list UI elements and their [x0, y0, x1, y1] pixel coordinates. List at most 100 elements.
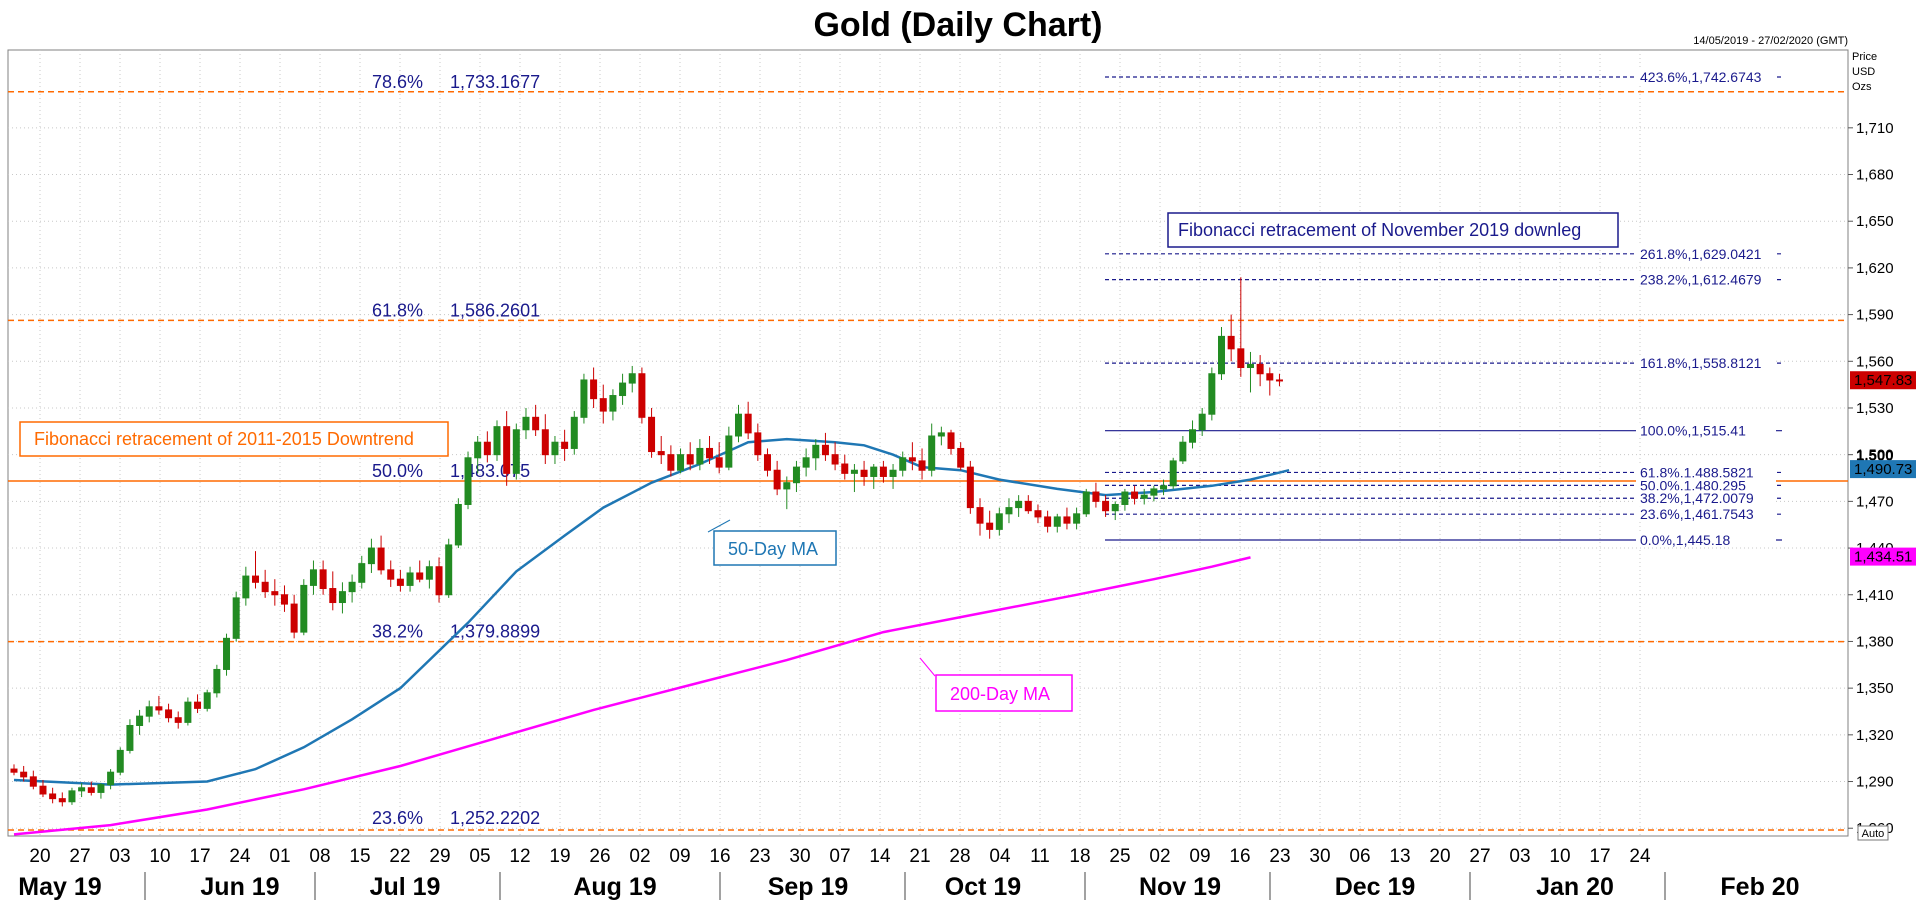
- auto-label: Auto: [1862, 828, 1885, 840]
- candle-body: [706, 447, 714, 459]
- ma200-pointer: [919, 657, 936, 677]
- candle-body: [1150, 488, 1158, 496]
- auto-button[interactable]: [1857, 825, 1889, 841]
- candle-body: [503, 426, 511, 474]
- x-day-label: 08: [309, 846, 330, 867]
- short-fib-label: 161.8%,1,558.8121: [1640, 355, 1762, 371]
- ma200-label-box: [935, 674, 1073, 712]
- candle-body: [165, 709, 173, 719]
- ma50-badge: 1,490.73: [1854, 461, 1912, 478]
- candle-body: [1063, 516, 1071, 524]
- x-day-label: 25: [1109, 846, 1130, 867]
- x-day-label: 05: [469, 846, 490, 867]
- candle-body: [290, 603, 298, 633]
- candle-body: [889, 469, 897, 477]
- candle-body: [638, 373, 646, 418]
- y-tick-label: 1,680: [1856, 167, 1894, 184]
- y-tick-label: 1,410: [1856, 587, 1894, 604]
- candle-body: [976, 507, 984, 524]
- candle-body: [773, 469, 781, 490]
- long-fib-pct: 23.6%: [372, 808, 423, 828]
- candle-body: [174, 717, 182, 723]
- x-month-label: Dec 19: [1335, 873, 1416, 901]
- y-tick-label: 1,320: [1856, 727, 1894, 744]
- x-day-label: 18: [1069, 846, 1090, 867]
- candle-body: [1140, 494, 1148, 499]
- candle-body: [1082, 491, 1090, 515]
- annotations: Fibonacci retracement of 2011-2015 Downt…: [19, 212, 1619, 712]
- candle-body: [348, 581, 356, 593]
- candle-body: [821, 444, 829, 456]
- candle-body: [213, 668, 221, 694]
- x-day-label: 09: [1189, 846, 1210, 867]
- long-fib-value: 1,586.2601: [450, 300, 540, 320]
- x-day-label: 10: [149, 846, 170, 867]
- short-fib-label: 61.8%,1,488.5821: [1640, 464, 1754, 480]
- x-day-label: 17: [1589, 846, 1610, 867]
- ma50-badge-box: [1850, 460, 1916, 479]
- candle-body: [551, 441, 559, 456]
- short-fib-label: 100.0%,1,515.41: [1640, 423, 1746, 439]
- candle-body: [561, 441, 569, 449]
- candle-body: [29, 776, 37, 787]
- candle-body: [435, 566, 443, 596]
- y-tick-label: 1,500: [1856, 447, 1894, 464]
- x-month-label: Feb 20: [1720, 873, 1799, 901]
- candle-body: [49, 793, 57, 800]
- candles: [10, 277, 1283, 807]
- candle-body: [454, 503, 462, 546]
- short-fibonacci: 423.6%,1,742.6743 261.8%,1,629.0421 238.2%…: [1105, 68, 1782, 548]
- x-day-label: 20: [1429, 846, 1450, 867]
- x-day-label: 16: [1229, 846, 1250, 867]
- candle-body: [667, 454, 675, 471]
- chart-title: Gold (Daily Chart): [813, 6, 1102, 44]
- candle-body: [223, 637, 231, 670]
- candle-body: [319, 569, 327, 590]
- y-tick-label: 1,710: [1856, 120, 1894, 137]
- candle-body: [184, 701, 192, 723]
- long-fib-value: 1,379.8899: [450, 622, 540, 642]
- candle-body: [628, 373, 636, 384]
- x-day-label: 02: [1149, 846, 1170, 867]
- candle-body: [966, 466, 974, 509]
- candle-body: [802, 457, 810, 468]
- candle-body: [1160, 485, 1168, 490]
- candle-body: [367, 547, 375, 565]
- candle-body: [1015, 500, 1023, 509]
- candle-body: [570, 416, 578, 449]
- candle-body: [1131, 491, 1139, 499]
- price-badges: 1,547.83 1,490.73 1,434.51: [1850, 371, 1916, 566]
- candle-body: [1034, 510, 1042, 518]
- ma200-badge: 1,434.51: [1854, 549, 1912, 566]
- short-fib-title-box: [1167, 212, 1619, 248]
- y-tick-label: 1,350: [1856, 680, 1894, 697]
- x-day-label: 28: [949, 846, 970, 867]
- candle-body: [416, 572, 424, 580]
- x-day-label: 11: [1030, 846, 1050, 867]
- short-fib-label: 238.2%,1,612.4679: [1640, 272, 1762, 288]
- x-day-label: 12: [509, 846, 530, 867]
- ma50-label-box: [713, 530, 837, 566]
- ma50-pointer: [707, 519, 731, 533]
- x-day-label: 02: [629, 846, 650, 867]
- y-tick-label: 1,620: [1856, 260, 1894, 277]
- candle-body: [850, 469, 858, 474]
- candle-body: [232, 597, 240, 639]
- candle-body: [97, 784, 105, 793]
- short-fib-label-bg: [1636, 490, 1776, 506]
- candle-body: [541, 429, 549, 456]
- short-fib-label-bg: [1636, 68, 1776, 84]
- candle-body: [1044, 516, 1052, 527]
- x-month-label: Jul 19: [370, 873, 441, 901]
- candle-body: [1275, 379, 1283, 382]
- x-day-label: 30: [1309, 846, 1330, 867]
- candle-body: [512, 429, 520, 474]
- x-month-label: May 19: [18, 873, 101, 901]
- candle-body: [995, 513, 1003, 530]
- candle-body: [918, 460, 926, 471]
- candle-body: [1227, 335, 1235, 350]
- units-usd: USD: [1852, 66, 1875, 78]
- x-day-label: 21: [909, 846, 930, 867]
- x-day-label: 07: [829, 846, 850, 867]
